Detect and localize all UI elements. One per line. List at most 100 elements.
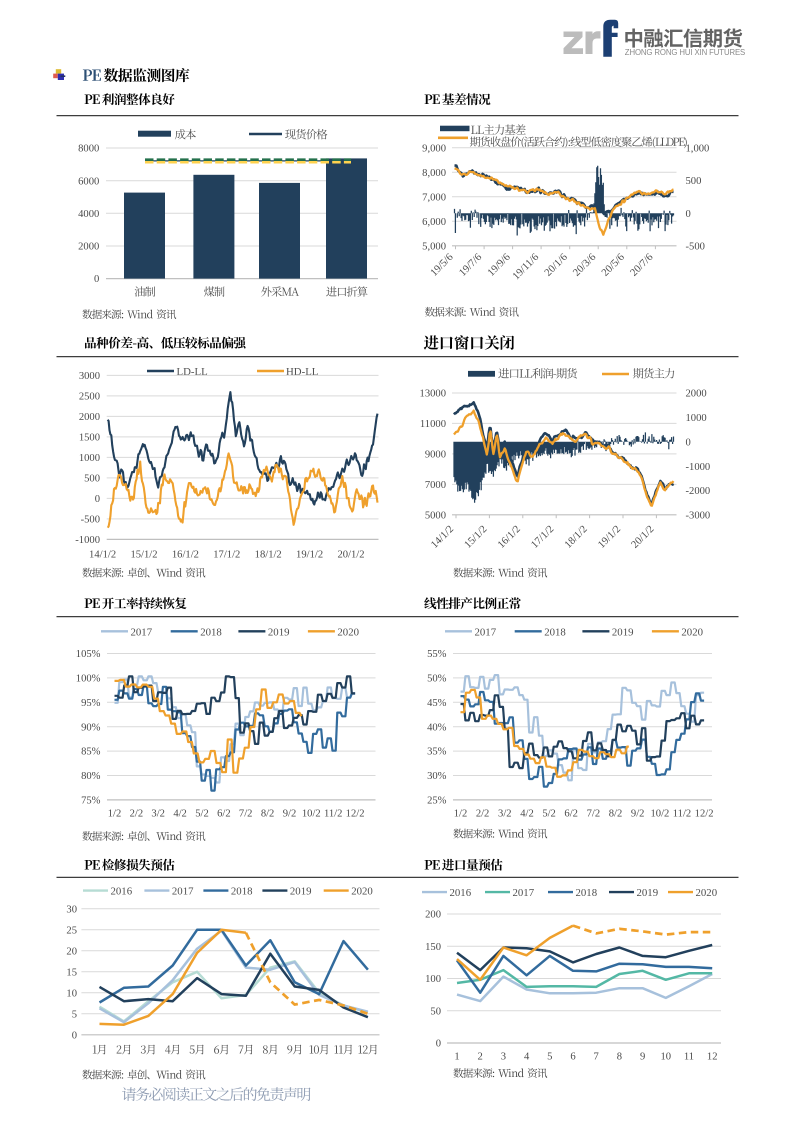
svg-text:2017: 2017 <box>131 626 153 638</box>
svg-text:500: 500 <box>686 176 702 187</box>
svg-text:0: 0 <box>686 209 691 220</box>
svg-text:8/2: 8/2 <box>609 809 623 820</box>
svg-text:8,000: 8,000 <box>422 168 446 179</box>
svg-text:LD-LL: LD-LL <box>177 366 208 378</box>
svg-text:2000: 2000 <box>686 389 707 400</box>
svg-text:1000: 1000 <box>686 413 707 424</box>
svg-text:16/1/2: 16/1/2 <box>172 550 199 561</box>
svg-text:-2000: -2000 <box>686 486 711 497</box>
svg-text:2/2: 2/2 <box>476 809 490 820</box>
svg-text:2019: 2019 <box>637 887 659 899</box>
svg-text:19/9/6: 19/9/6 <box>486 252 513 279</box>
svg-text:3000: 3000 <box>79 371 100 382</box>
svg-text:3/2: 3/2 <box>151 809 165 820</box>
svg-text:19/7/6: 19/7/6 <box>457 252 484 279</box>
svg-text:0: 0 <box>72 1030 77 1041</box>
svg-text:10/2: 10/2 <box>302 809 321 820</box>
svg-text:2017: 2017 <box>172 886 194 898</box>
svg-text:2018: 2018 <box>544 626 566 638</box>
svg-text:1500: 1500 <box>79 433 100 444</box>
svg-text:20/1/6: 20/1/6 <box>543 252 570 279</box>
svg-text:5000: 5000 <box>425 510 446 521</box>
svg-text:5/2: 5/2 <box>542 809 556 820</box>
svg-text:4/2: 4/2 <box>173 809 187 820</box>
svg-text:45%: 45% <box>427 698 447 709</box>
svg-text:1000: 1000 <box>79 453 100 464</box>
svg-text:1/2: 1/2 <box>454 809 468 820</box>
svg-text:14/1/2: 14/1/2 <box>429 524 456 551</box>
svg-text:20/1/2: 20/1/2 <box>630 524 657 551</box>
svg-text:2017: 2017 <box>475 626 497 638</box>
svg-text:-500: -500 <box>686 242 705 253</box>
svg-text:15: 15 <box>66 967 77 978</box>
svg-text:2000: 2000 <box>78 242 99 253</box>
svg-text:2018: 2018 <box>200 626 222 638</box>
svg-text:9,000: 9,000 <box>422 143 446 154</box>
svg-text:2017: 2017 <box>513 887 535 899</box>
svg-text:3: 3 <box>501 1052 506 1063</box>
svg-text:12/2: 12/2 <box>695 809 714 820</box>
svg-text:14/1/2: 14/1/2 <box>89 550 116 561</box>
svg-text:19/1/2: 19/1/2 <box>296 550 323 561</box>
svg-text:30: 30 <box>66 904 77 915</box>
svg-text:105%: 105% <box>76 649 101 660</box>
svg-text:95%: 95% <box>81 698 101 709</box>
svg-text:50: 50 <box>430 1006 441 1017</box>
svg-text:7,000: 7,000 <box>422 192 446 203</box>
svg-text:5,000: 5,000 <box>422 241 446 252</box>
svg-text:9000: 9000 <box>425 450 446 461</box>
svg-text:2000: 2000 <box>79 412 100 423</box>
svg-text:7000: 7000 <box>425 480 446 491</box>
svg-text:2: 2 <box>478 1052 483 1063</box>
svg-text:35%: 35% <box>427 747 447 758</box>
svg-text:2016: 2016 <box>450 887 472 899</box>
svg-text:80%: 80% <box>81 771 101 782</box>
svg-text:ZHONG RONG HUI XIN FUTURES: ZHONG RONG HUI XIN FUTURES <box>625 48 745 57</box>
svg-text:8/2: 8/2 <box>261 809 275 820</box>
svg-text:13000: 13000 <box>420 389 446 400</box>
svg-text:5: 5 <box>72 1009 77 1020</box>
svg-text:7/2: 7/2 <box>587 809 601 820</box>
svg-text:9/2: 9/2 <box>283 809 297 820</box>
svg-text:200: 200 <box>425 910 441 921</box>
svg-text:19/11/6: 19/11/6 <box>511 252 541 282</box>
svg-text:11/2: 11/2 <box>324 809 342 820</box>
svg-text:4000: 4000 <box>78 209 99 220</box>
svg-text:-3000: -3000 <box>686 511 711 522</box>
svg-text:15/1/2: 15/1/2 <box>130 550 157 561</box>
svg-text:20/5/6: 20/5/6 <box>600 252 627 279</box>
svg-text:20: 20 <box>66 946 77 957</box>
svg-text:-1000: -1000 <box>686 462 711 473</box>
svg-text:1/2: 1/2 <box>108 809 122 820</box>
svg-text:4/2: 4/2 <box>520 809 534 820</box>
svg-text:8: 8 <box>617 1052 622 1063</box>
svg-text:500: 500 <box>84 474 100 485</box>
svg-text:9/2: 9/2 <box>631 809 645 820</box>
svg-text:150: 150 <box>425 942 441 953</box>
svg-text:5/2: 5/2 <box>195 809 209 820</box>
svg-text:2019: 2019 <box>612 626 634 638</box>
svg-text:6/2: 6/2 <box>564 809 578 820</box>
svg-text:18/1/2: 18/1/2 <box>563 524 590 551</box>
svg-text:6: 6 <box>570 1052 575 1063</box>
svg-text:20/1/2: 20/1/2 <box>337 550 364 561</box>
svg-text:19/5/6: 19/5/6 <box>429 252 456 279</box>
svg-text:6/2: 6/2 <box>217 809 231 820</box>
svg-text:20/3/6: 20/3/6 <box>571 252 598 279</box>
svg-text:18/1/2: 18/1/2 <box>255 550 282 561</box>
svg-text:6000: 6000 <box>78 176 99 187</box>
svg-text:1,000: 1,000 <box>686 144 710 155</box>
svg-text:2/2: 2/2 <box>130 809 144 820</box>
svg-text:10: 10 <box>66 988 77 999</box>
svg-text:7/2: 7/2 <box>239 809 253 820</box>
svg-text:2020: 2020 <box>681 626 703 638</box>
svg-text:4: 4 <box>524 1052 530 1063</box>
svg-text:19/1/2: 19/1/2 <box>596 524 623 551</box>
svg-text:100%: 100% <box>76 674 101 685</box>
svg-text:11000: 11000 <box>420 419 446 430</box>
svg-text:0: 0 <box>686 437 691 448</box>
svg-text:-500: -500 <box>81 515 100 526</box>
svg-text:2016: 2016 <box>111 886 133 898</box>
svg-text:8000: 8000 <box>78 144 99 155</box>
svg-text:100: 100 <box>425 974 441 985</box>
